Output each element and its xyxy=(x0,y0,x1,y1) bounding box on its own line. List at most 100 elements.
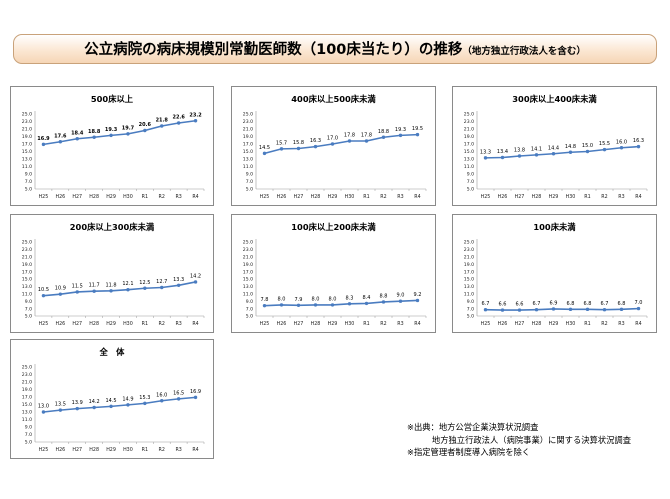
data-label: 10.9 xyxy=(55,286,66,292)
data-point xyxy=(75,290,79,294)
chart-panel-total: 全 体 25.0 23.0 21.0 19.0 17.0 15.0 13.0 11.0 9.0 7.… xyxy=(10,339,214,459)
data-label: 13.4 xyxy=(497,149,508,155)
data-label: 8.0 xyxy=(312,296,320,302)
data-label: 18.8 xyxy=(378,129,389,135)
data-label: 12.5 xyxy=(139,280,150,286)
data-label: 16.5 xyxy=(173,390,184,396)
y-tick-label: 21.0 xyxy=(464,255,474,261)
data-point xyxy=(398,299,403,303)
page-title: 公立病院の病床規模別常勤医師数（100床当たり）の推移 xyxy=(84,42,463,58)
data-point xyxy=(41,410,46,414)
y-tick-label: 7.0 xyxy=(246,306,253,312)
y-tick-label: 11.0 xyxy=(464,292,474,298)
x-tick-label: H25 xyxy=(260,194,270,200)
data-point xyxy=(160,399,164,403)
x-tick-label: R2 xyxy=(601,321,607,327)
x-tick-label: R1 xyxy=(142,447,148,453)
data-label: 17.8 xyxy=(344,133,355,139)
chart-title: 100床以上200床未満 xyxy=(291,222,376,232)
data-point xyxy=(279,303,284,307)
data-point xyxy=(415,298,420,303)
data-label: 7.8 xyxy=(261,297,269,303)
data-point xyxy=(364,139,369,143)
x-tick-label: H29 xyxy=(106,321,116,327)
data-label: 8.8 xyxy=(380,293,388,299)
data-point xyxy=(636,306,641,311)
y-tick-label: 25.0 xyxy=(243,112,253,118)
data-point xyxy=(636,144,641,149)
data-point xyxy=(279,147,284,151)
x-tick-label: R4 xyxy=(635,321,641,327)
y-tick-label: 11.0 xyxy=(22,292,32,298)
series-line xyxy=(485,145,639,159)
data-label: 15.8 xyxy=(293,140,304,146)
line-chart-svg: 100床以上200床未満 25.023.0 21.019.017.0 15.013.0… xyxy=(243,222,427,327)
x-tick-label: H27 xyxy=(515,194,525,200)
y-tick-label: 17.0 xyxy=(243,142,253,148)
data-label: 19.3 xyxy=(395,127,406,133)
y-tick-label: 11.0 xyxy=(243,292,253,298)
x-tick-label: H28 xyxy=(311,194,321,200)
data-point xyxy=(296,146,301,151)
data-point xyxy=(126,288,130,292)
x-tick-label: R2 xyxy=(601,194,607,200)
data-label: 18.4 xyxy=(71,130,84,136)
y-tick-label: 11.0 xyxy=(22,417,32,423)
data-label: 16.3 xyxy=(310,138,321,144)
data-point xyxy=(109,133,113,138)
x-tick-label: H27 xyxy=(72,194,82,200)
line-chart-svg: 200床以上300床未満 25.023.0 21.019.017.0 15.013.0… xyxy=(22,222,205,327)
y-tick-label: 19.0 xyxy=(22,387,32,393)
y-tick-label: 23.0 xyxy=(22,247,32,253)
y-tick-label: 13.0 xyxy=(22,157,32,163)
x-tick-label: R1 xyxy=(584,194,590,200)
note-line: ※指定管理者制度導入病院を除く xyxy=(407,447,531,457)
y-tick-label: 17.0 xyxy=(464,142,474,148)
data-point xyxy=(126,403,130,407)
y-tick-label: 11.0 xyxy=(22,164,32,170)
x-tick-label: R3 xyxy=(397,321,403,327)
data-point xyxy=(415,132,420,137)
chart-panel-300-400: 300床以上400床未満 25.0 23.0 21.0 19.0 17.0 15.0 13.0… xyxy=(452,86,657,206)
y-tick-label: 19.0 xyxy=(464,134,474,140)
x-tick-label: R1 xyxy=(363,321,369,327)
y-tick-label: 17.0 xyxy=(22,142,32,148)
data-label: 17.8 xyxy=(361,133,372,139)
x-tick-label: H26 xyxy=(277,321,287,327)
y-tick-label: 21.0 xyxy=(22,255,32,261)
x-tick-label: R4 xyxy=(192,194,198,200)
y-tick-label: 15.0 xyxy=(22,149,32,155)
y-tick-label: 7.0 xyxy=(25,432,32,438)
x-tick-label: H28 xyxy=(89,321,99,327)
y-tick-label: 21.0 xyxy=(464,127,474,133)
data-label: 16.0 xyxy=(616,139,627,145)
data-label: 16.9 xyxy=(190,389,201,395)
data-point xyxy=(160,124,164,128)
data-point xyxy=(41,142,46,147)
x-tick-label: H28 xyxy=(532,321,542,327)
y-tick-label: 25.0 xyxy=(22,112,32,118)
y-tick-label: 17.0 xyxy=(22,269,32,275)
y-tick-label: 9.0 xyxy=(25,425,32,431)
x-tick-label: H29 xyxy=(549,194,559,200)
x-tick-label: H30 xyxy=(123,194,133,200)
data-point xyxy=(58,408,63,412)
x-tick-label: H29 xyxy=(328,194,338,200)
data-label: 14.1 xyxy=(531,146,542,152)
chart-title: 400床以上500床未満 xyxy=(291,94,376,104)
y-tick-label: 15.0 xyxy=(243,149,253,155)
y-tick-label: 17.0 xyxy=(22,395,32,401)
data-label: 11.5 xyxy=(72,283,83,289)
data-point xyxy=(92,405,96,410)
data-point xyxy=(602,308,607,312)
chart-title: 全 体 xyxy=(99,347,126,357)
y-tick-label: 7.0 xyxy=(467,179,474,185)
x-tick-label: R2 xyxy=(380,321,386,327)
data-point xyxy=(534,308,539,312)
data-point xyxy=(296,303,301,307)
x-tick-label: H30 xyxy=(123,321,133,327)
x-tick-label: R1 xyxy=(584,321,590,327)
data-label: 20.6 xyxy=(139,122,152,128)
data-label: 17.0 xyxy=(327,136,338,142)
data-label: 19.5 xyxy=(412,126,423,132)
